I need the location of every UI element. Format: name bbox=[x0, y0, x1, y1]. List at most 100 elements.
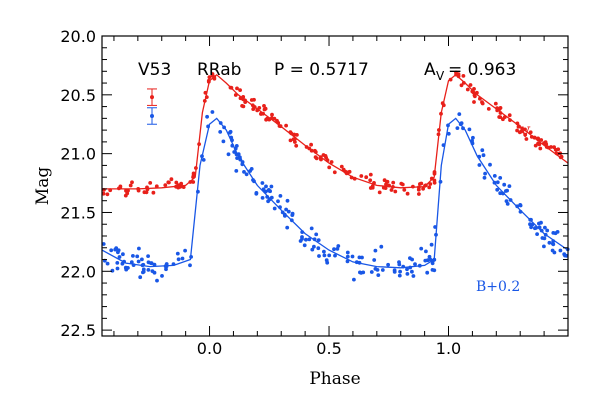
data-point-b bbox=[285, 225, 290, 230]
data-point-b bbox=[505, 202, 510, 206]
data-point-v bbox=[327, 165, 332, 170]
data-point-b bbox=[372, 258, 377, 262]
data-point-v bbox=[417, 192, 421, 196]
data-point-b bbox=[405, 267, 409, 272]
data-point-b bbox=[424, 249, 428, 254]
data-point-b bbox=[529, 225, 533, 230]
error-bar-point bbox=[150, 95, 154, 100]
variable-type-label: RRab bbox=[197, 60, 241, 80]
template-curve-v bbox=[102, 73, 569, 190]
data-point-v bbox=[151, 190, 156, 195]
data-point-v bbox=[370, 185, 375, 190]
data-point-b bbox=[482, 175, 487, 180]
curves-layer bbox=[101, 73, 569, 269]
data-point-v bbox=[507, 113, 512, 118]
data-point-b bbox=[542, 244, 546, 249]
data-point-b bbox=[146, 254, 151, 258]
data-point-v bbox=[421, 186, 425, 191]
data-point-b bbox=[547, 240, 552, 245]
data-point-b bbox=[386, 262, 390, 267]
data-point-b bbox=[495, 187, 500, 192]
data-point-b bbox=[397, 273, 402, 278]
data-point-b bbox=[124, 267, 129, 272]
data-point-v bbox=[174, 180, 179, 185]
data-point-b bbox=[249, 167, 254, 171]
data-point-v bbox=[493, 101, 498, 106]
data-point-v bbox=[167, 180, 171, 185]
data-point-v bbox=[524, 137, 529, 141]
data-point-b bbox=[284, 207, 288, 212]
data-point-b bbox=[221, 139, 226, 144]
data-point-b bbox=[325, 260, 330, 265]
data-point-b bbox=[129, 260, 134, 264]
y-tick-label: 20.5 bbox=[60, 86, 96, 105]
x-tick-label: 0.0 bbox=[197, 339, 222, 358]
data-point-v bbox=[552, 145, 556, 150]
data-point-b bbox=[317, 254, 321, 258]
data-point-b bbox=[116, 248, 121, 253]
data-point-b bbox=[410, 257, 414, 262]
data-point-v bbox=[428, 182, 433, 186]
data-point-b bbox=[502, 182, 507, 187]
data-point-v bbox=[142, 190, 147, 195]
data-point-b bbox=[551, 242, 556, 247]
data-point-v bbox=[364, 175, 369, 180]
data-point-b bbox=[533, 226, 537, 231]
data-point-b bbox=[115, 261, 120, 265]
data-point-b bbox=[141, 267, 146, 272]
data-point-b bbox=[336, 244, 341, 248]
data-point-b bbox=[254, 191, 259, 196]
y-tick-label: 21.0 bbox=[60, 145, 96, 164]
data-point-b bbox=[498, 191, 503, 196]
y-axis-title: Mag bbox=[33, 167, 53, 206]
data-point-b bbox=[266, 188, 271, 193]
data-point-b bbox=[210, 110, 215, 114]
data-point-b bbox=[379, 244, 384, 249]
data-point-v bbox=[257, 106, 262, 110]
data-point-v bbox=[528, 130, 533, 135]
data-point-b bbox=[307, 237, 312, 242]
ticks-layer: 0.0 0.5 1.0 20.0 20.5 21.0 21.5 22.0 22.5 bbox=[60, 27, 569, 358]
data-point-b bbox=[405, 272, 410, 276]
data-point-b bbox=[135, 254, 140, 259]
data-point-b bbox=[316, 246, 321, 251]
data-point-b bbox=[149, 261, 154, 266]
data-point-v bbox=[130, 180, 134, 185]
data-point-v bbox=[461, 74, 466, 78]
data-point-b bbox=[160, 274, 164, 278]
data-point-v bbox=[207, 75, 212, 80]
data-point-v bbox=[169, 177, 174, 182]
data-point-v bbox=[163, 183, 168, 188]
data-point-b bbox=[205, 114, 210, 119]
data-point-v bbox=[339, 164, 344, 169]
plot-frame bbox=[101, 35, 569, 337]
data-point-b bbox=[535, 232, 539, 237]
data-point-v bbox=[128, 183, 133, 188]
data-point-b bbox=[498, 176, 503, 180]
data-point-v bbox=[238, 88, 243, 92]
data-point-b bbox=[136, 259, 141, 264]
data-point-b bbox=[138, 275, 143, 280]
data-point-v bbox=[473, 94, 477, 99]
data-point-v bbox=[391, 180, 396, 185]
data-point-b bbox=[309, 226, 314, 231]
data-point-v bbox=[517, 130, 522, 135]
data-point-b bbox=[550, 248, 555, 253]
data-point-b bbox=[446, 131, 451, 136]
data-point-b bbox=[234, 169, 239, 173]
data-point-b bbox=[419, 246, 424, 251]
data-point-b bbox=[131, 254, 135, 258]
data-point-v bbox=[402, 188, 407, 192]
data-point-v bbox=[472, 100, 476, 104]
data-point-v bbox=[118, 184, 123, 189]
data-point-v bbox=[400, 182, 405, 187]
data-point-v bbox=[498, 115, 503, 119]
data-point-b bbox=[146, 268, 151, 272]
data-point-b bbox=[350, 254, 355, 259]
data-point-b bbox=[226, 152, 231, 157]
data-point-b bbox=[398, 269, 402, 274]
data-point-b bbox=[137, 246, 141, 251]
data-point-b bbox=[232, 150, 237, 154]
data-point-v bbox=[293, 140, 297, 144]
